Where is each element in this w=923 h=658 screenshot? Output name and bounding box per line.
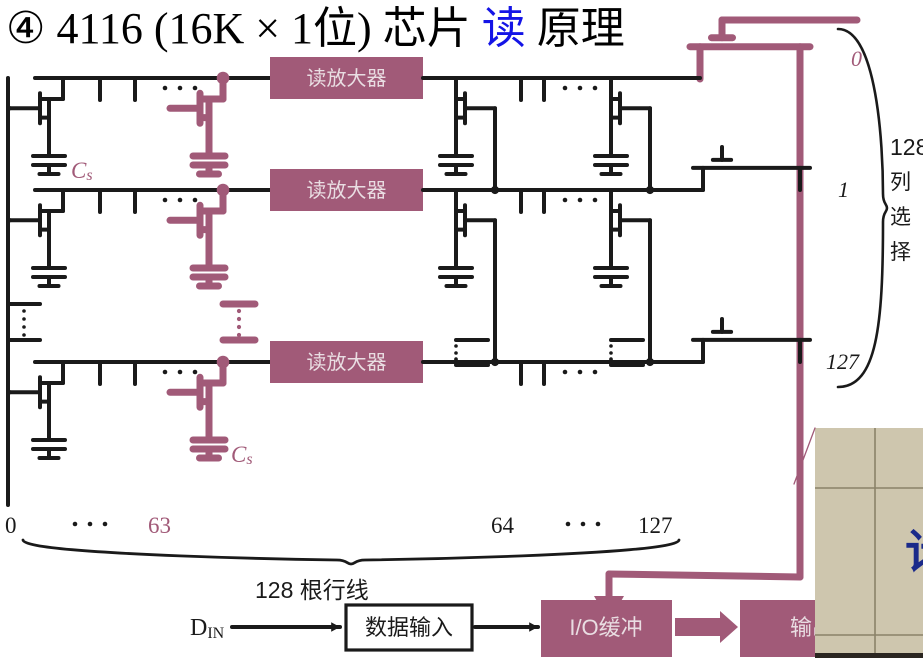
svg-text:127: 127: [638, 513, 673, 538]
svg-text:128: 128: [890, 134, 923, 160]
svg-text:选: 选: [890, 206, 911, 229]
svg-text:DIN: DIN: [190, 615, 225, 642]
svg-text:读放大器: 读放大器: [307, 351, 387, 374]
svg-text:Cs: Cs: [231, 442, 253, 468]
svg-text:I/O缓冲: I/O缓冲: [569, 615, 642, 640]
svg-text:读放大器: 读放大器: [307, 179, 387, 202]
svg-text:计算: 计算: [905, 526, 923, 578]
svg-text:0: 0: [851, 46, 862, 71]
svg-text:63: 63: [148, 513, 171, 538]
svg-text:64: 64: [491, 513, 515, 538]
svg-text:列: 列: [890, 171, 911, 194]
svg-text:1: 1: [838, 177, 849, 202]
svg-text:数据输入: 数据输入: [365, 615, 453, 640]
svg-text:读放大器: 读放大器: [307, 67, 387, 90]
svg-text:择: 择: [890, 241, 911, 264]
svg-text:0: 0: [5, 513, 17, 538]
svg-text:Cs: Cs: [71, 158, 93, 184]
svg-text:127: 127: [826, 349, 860, 374]
svg-text:128 根行线: 128 根行线: [255, 577, 369, 603]
